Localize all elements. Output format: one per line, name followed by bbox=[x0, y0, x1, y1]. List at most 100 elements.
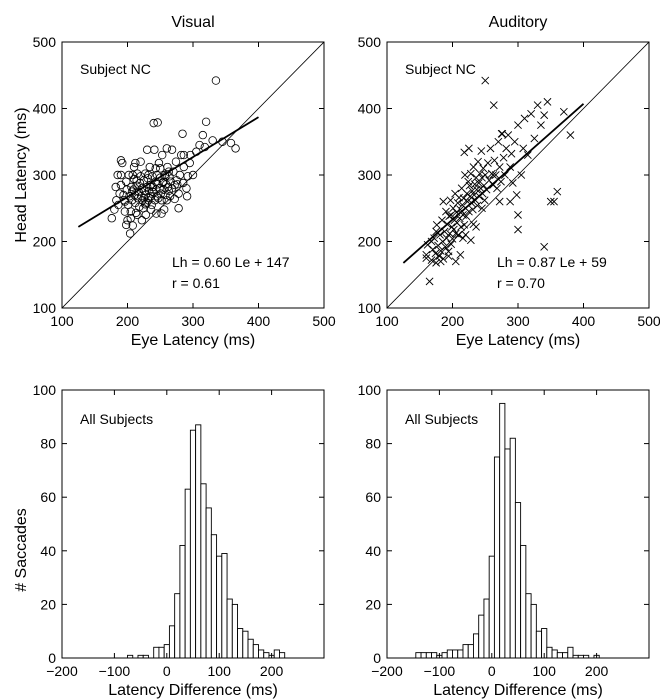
histogram-bar bbox=[583, 654, 590, 658]
data-point bbox=[127, 182, 136, 192]
data-point bbox=[449, 225, 458, 234]
histogram-bar bbox=[247, 638, 254, 658]
data-point bbox=[530, 134, 539, 143]
data-point bbox=[163, 182, 173, 192]
data-point bbox=[520, 114, 529, 123]
data-point bbox=[121, 220, 131, 230]
data-point bbox=[133, 210, 142, 220]
histogram-bar bbox=[567, 646, 574, 658]
panel-4: All Subjects −200 −100 0 100 200 0 20 40 60 80 100 L… bbox=[358, 382, 650, 699]
x-tick-label: 200 bbox=[441, 313, 465, 329]
histogram-bar bbox=[237, 628, 244, 658]
data-point bbox=[473, 201, 482, 210]
data-point bbox=[481, 76, 490, 85]
data-point bbox=[486, 144, 495, 153]
data-point bbox=[432, 258, 441, 267]
plot-frame bbox=[386, 389, 650, 659]
histogram-bar bbox=[473, 633, 480, 658]
histogram-bar bbox=[189, 429, 197, 658]
data-point bbox=[149, 118, 158, 128]
histogram-bar bbox=[504, 448, 511, 658]
data-point bbox=[460, 220, 469, 229]
data-point bbox=[459, 234, 467, 243]
histogram-bar bbox=[431, 652, 438, 658]
data-point bbox=[460, 148, 469, 157]
data-point bbox=[142, 198, 151, 208]
data-point bbox=[428, 245, 437, 254]
x-axis-label: Latency Difference (ms) bbox=[433, 682, 603, 699]
data-point bbox=[170, 194, 179, 204]
data-point bbox=[504, 131, 513, 140]
y-tick-label: 60 bbox=[40, 489, 56, 505]
y-tick-label: 60 bbox=[365, 489, 381, 505]
histogram-bar bbox=[258, 649, 265, 658]
data-point bbox=[468, 187, 477, 195]
data-point bbox=[162, 144, 171, 153]
data-point bbox=[456, 250, 465, 259]
data-point bbox=[195, 140, 204, 150]
data-point bbox=[495, 163, 504, 171]
y-tick-label: 80 bbox=[365, 436, 381, 452]
histogram-bar bbox=[153, 646, 160, 658]
histogram-bar bbox=[483, 598, 490, 658]
data-point bbox=[125, 229, 135, 238]
data-point bbox=[182, 192, 192, 201]
histogram-bar bbox=[279, 652, 286, 658]
data-point bbox=[124, 170, 134, 180]
x-tick-label: 0 bbox=[488, 663, 496, 679]
data-point bbox=[152, 192, 162, 201]
correlation-label: r = 0.61 bbox=[172, 275, 220, 291]
data-point bbox=[476, 169, 484, 178]
y-tick-label: 100 bbox=[33, 382, 57, 398]
data-point bbox=[446, 196, 455, 205]
data-point bbox=[540, 111, 549, 120]
data-point bbox=[479, 164, 488, 173]
data-point bbox=[201, 117, 211, 126]
data-point bbox=[540, 242, 549, 251]
data-point bbox=[454, 230, 463, 239]
data-point bbox=[559, 107, 568, 116]
data-point bbox=[427, 256, 436, 265]
data-point bbox=[116, 156, 126, 165]
data-point bbox=[514, 225, 522, 234]
regression-equation: Lh = 0.60 Le + 147 bbox=[172, 254, 290, 270]
data-point bbox=[132, 176, 141, 185]
data-point bbox=[431, 249, 440, 258]
data-point bbox=[171, 157, 181, 166]
histogram-bar bbox=[478, 614, 485, 658]
y-tick-label: 400 bbox=[358, 101, 382, 117]
data-point bbox=[506, 163, 515, 171]
data-point bbox=[137, 216, 147, 225]
column-title: Auditory bbox=[489, 14, 548, 31]
data-point bbox=[439, 197, 448, 206]
data-point bbox=[461, 230, 470, 239]
x-tick-label: 100 bbox=[208, 663, 232, 679]
ylabel-bottom: # Saccades bbox=[13, 508, 30, 592]
histogram-bar bbox=[263, 652, 270, 658]
data-point bbox=[111, 182, 120, 192]
data-point bbox=[469, 163, 478, 171]
data-point bbox=[151, 164, 160, 173]
plot-area bbox=[127, 424, 286, 658]
data-point bbox=[506, 197, 515, 206]
data-point bbox=[447, 210, 456, 219]
subject-label: Subject NC bbox=[405, 61, 476, 77]
data-point bbox=[159, 177, 168, 186]
histogram-bar bbox=[462, 644, 469, 658]
data-point bbox=[510, 137, 519, 146]
histogram-bar bbox=[514, 502, 522, 658]
x-tick-label: 200 bbox=[116, 313, 140, 329]
y-tick-label: 20 bbox=[40, 596, 56, 612]
data-point bbox=[481, 171, 490, 179]
data-point bbox=[146, 205, 156, 214]
data-point bbox=[425, 277, 434, 286]
data-point bbox=[435, 252, 444, 261]
histogram-bar bbox=[541, 628, 548, 658]
y-tick-label: 40 bbox=[40, 543, 56, 559]
y-tick-label: 100 bbox=[33, 300, 57, 316]
data-point bbox=[129, 162, 139, 172]
data-point bbox=[116, 170, 126, 180]
data-point bbox=[478, 204, 486, 213]
histogram-bar bbox=[562, 652, 569, 658]
data-point bbox=[508, 179, 517, 187]
